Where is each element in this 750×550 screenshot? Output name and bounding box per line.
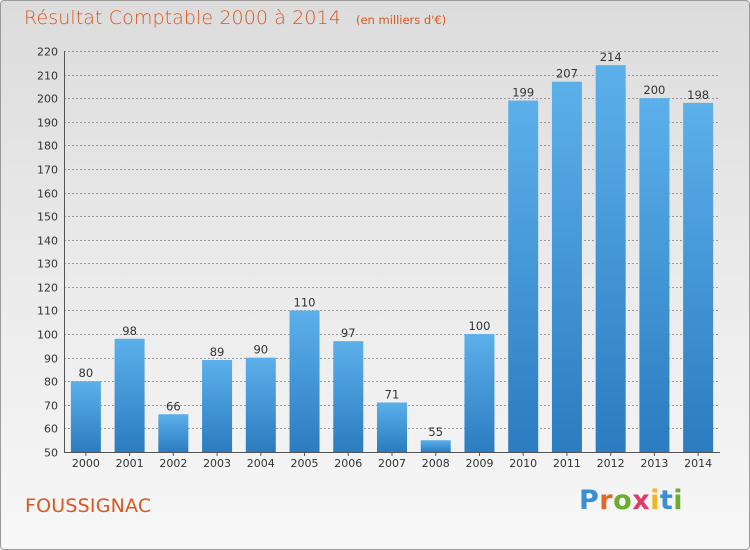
data-label: 214 — [600, 50, 622, 64]
y-tick-label: 100 — [37, 329, 58, 342]
data-label: 199 — [512, 86, 534, 100]
data-label: 198 — [687, 88, 709, 102]
y-tick-label: 130 — [37, 258, 58, 271]
y-tick-label: 180 — [37, 140, 58, 153]
y-tick-label: 80 — [44, 376, 58, 389]
bar — [158, 414, 189, 452]
x-tick-label: 2000 — [72, 457, 100, 470]
proxiti-logo: Proxiti — [579, 485, 683, 516]
bar — [508, 100, 539, 453]
data-label: 110 — [294, 295, 316, 309]
logo-letter: t — [659, 485, 674, 516]
data-label: 200 — [643, 83, 665, 97]
y-tick-label: 170 — [37, 164, 58, 177]
bar — [551, 81, 582, 452]
y-tick-label: 140 — [37, 235, 58, 248]
bar — [595, 65, 626, 452]
y-tick-label: 70 — [44, 400, 58, 413]
bar — [333, 341, 364, 452]
y-tick-label: 50 — [44, 447, 58, 460]
logo-letter: i — [650, 485, 660, 516]
x-tick-label: 2012 — [597, 457, 625, 470]
bar — [377, 402, 407, 452]
chart-title: Résultat Comptable 2000 à 2014 — [24, 7, 341, 29]
x-tick-label: 2006 — [334, 457, 362, 470]
y-tick-label: 60 — [44, 423, 58, 436]
y-tick-label: 210 — [37, 70, 58, 83]
y-tick-label: 160 — [37, 188, 58, 201]
y-tick-label: 120 — [37, 282, 58, 295]
bar — [639, 98, 670, 453]
bar — [114, 338, 145, 452]
bar — [289, 310, 320, 452]
logo-letter: o — [613, 485, 633, 516]
data-label: 80 — [79, 366, 94, 380]
bar — [683, 102, 714, 453]
data-label: 100 — [468, 319, 490, 333]
x-tick-label: 2009 — [465, 457, 493, 470]
x-tick-label: 2014 — [684, 457, 712, 470]
x-tick-label: 2010 — [509, 457, 537, 470]
x-tick-label: 2004 — [247, 457, 275, 470]
logo-letter: P — [579, 485, 600, 516]
bar — [202, 360, 233, 452]
data-label: 89 — [210, 345, 225, 359]
bar — [245, 357, 276, 452]
x-tick-label: 2003 — [203, 457, 231, 470]
data-label: 97 — [341, 326, 356, 340]
x-tick-label: 2008 — [422, 457, 450, 470]
data-label: 90 — [253, 343, 268, 357]
x-tick-label: 2001 — [116, 457, 144, 470]
x-tick-label: 2007 — [378, 457, 406, 470]
x-tick-label: 2011 — [553, 457, 581, 470]
data-label: 98 — [122, 324, 137, 338]
x-tick-label: 2005 — [291, 457, 319, 470]
y-tick-label: 90 — [44, 353, 58, 366]
logo-letter: i — [673, 485, 684, 516]
chart-title-row: Résultat Comptable 2000 à 2014 (en milli… — [24, 7, 446, 29]
data-label: 55 — [428, 425, 443, 439]
y-tick-label: 150 — [37, 211, 58, 224]
bar — [464, 334, 495, 452]
data-label: 66 — [166, 399, 181, 413]
y-tick-label: 190 — [37, 117, 58, 130]
logo-letter: r — [599, 485, 614, 516]
x-tick-label: 2013 — [640, 457, 668, 470]
bar — [70, 381, 101, 452]
y-tick-label: 110 — [37, 305, 58, 318]
logo-letter: x — [632, 485, 651, 516]
bar — [420, 440, 451, 452]
x-tick-label: 2002 — [159, 457, 187, 470]
data-label: 71 — [385, 387, 400, 401]
unit-note: (en milliers d'€) — [355, 13, 447, 27]
y-tick-label: 220 — [37, 46, 58, 59]
y-tick-label: 200 — [37, 93, 58, 106]
data-label: 207 — [556, 67, 578, 81]
commune-name: FOUSSIGNAC — [25, 495, 152, 517]
